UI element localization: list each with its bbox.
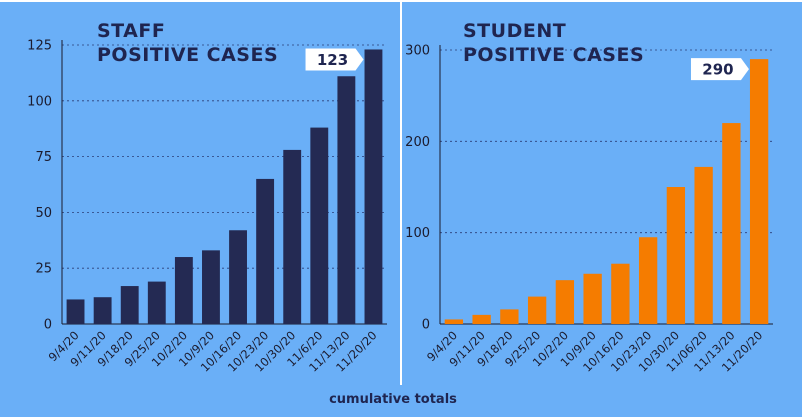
staff-chart-panel: STAFF POSITIVE CASES 02550751001259/4/20…	[27, 20, 387, 375]
student-bar	[555, 280, 575, 324]
student-y-tick-label: 300	[405, 44, 430, 59]
student-bar	[527, 296, 547, 324]
staff-chart-title: STAFF	[97, 20, 165, 42]
student-chart-subtitle: POSITIVE CASES	[463, 44, 644, 66]
student-bar	[638, 237, 658, 324]
staff-bar	[147, 281, 166, 324]
student-bar	[611, 263, 630, 324]
student-bar	[749, 59, 769, 325]
student-bar	[500, 309, 519, 324]
student-bar	[694, 166, 713, 324]
student-chart-panel: STUDENT POSITIVE CASES 01002003009/4/209…	[405, 20, 773, 375]
staff-bar	[337, 76, 356, 324]
staff-y-tick-label: 0	[44, 318, 52, 333]
student-bar	[666, 187, 686, 324]
staff-bar	[229, 230, 247, 324]
student-bar	[583, 273, 602, 324]
staff-callout-label: 123	[317, 51, 348, 69]
staff-bar	[66, 299, 85, 324]
staff-bar	[283, 149, 302, 324]
student-y-tick-label: 200	[405, 135, 430, 150]
footer-caption: cumulative totals	[329, 392, 457, 407]
student-bar	[472, 314, 491, 324]
staff-y-tick-label: 50	[35, 206, 52, 221]
staff-chart-subtitle: POSITIVE CASES	[97, 44, 278, 66]
staff-bar	[364, 49, 383, 325]
student-callout-flag	[690, 58, 749, 81]
staff-bar	[93, 297, 112, 324]
student-bar	[444, 319, 464, 324]
student-chart-title: STUDENT	[463, 20, 566, 42]
staff-y-tick-label: 25	[35, 262, 52, 277]
student-callout-label: 290	[702, 61, 733, 79]
staff-y-tick-label: 100	[27, 94, 52, 109]
staff-bar	[256, 178, 275, 324]
staff-bar	[120, 286, 139, 324]
staff-bar	[174, 257, 193, 324]
staff-y-tick-label: 75	[35, 150, 52, 165]
staff-callout-flag	[305, 48, 364, 71]
staff-y-tick-label: 125	[27, 39, 52, 54]
staff-bar	[310, 127, 329, 324]
student-y-tick-label: 100	[405, 226, 430, 241]
student-y-tick-label: 0	[422, 318, 430, 333]
staff-bar	[202, 250, 220, 324]
student-bar	[722, 123, 741, 324]
